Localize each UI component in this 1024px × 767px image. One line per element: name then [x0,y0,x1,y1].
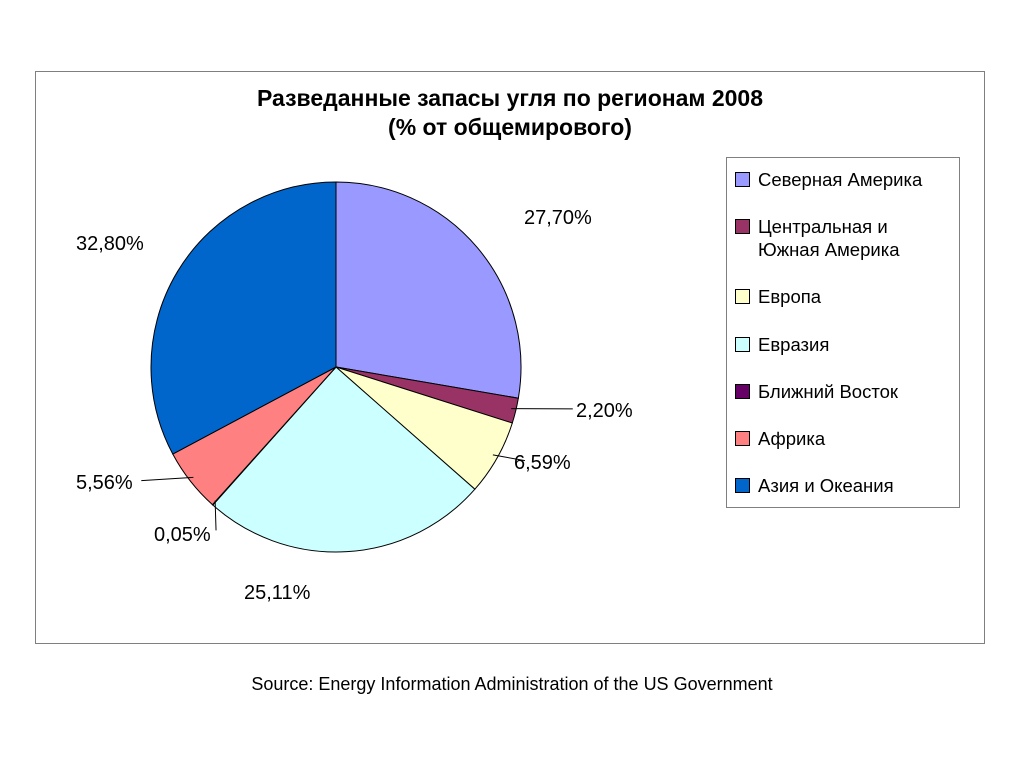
label-europe: 6,59% [514,452,571,475]
legend-label: Северная Америка [758,168,951,191]
legend-item-africa: Африка [735,427,951,450]
pie-chart [141,172,531,562]
legend-label: Ближний Восток [758,380,951,403]
legend-swatch [735,172,750,187]
legend-swatch [735,478,750,493]
legend-swatch [735,289,750,304]
legend: Северная Америка Центральная и Южная Аме… [726,157,960,508]
legend-label: Европа [758,285,951,308]
label-africa: 5,56% [76,472,133,495]
label-eurasia: 25,11% [244,582,310,605]
chart-frame: Разведанные запасы угля по регионам 2008… [35,71,985,644]
legend-item-asia-oceania: Азия и Океания [735,474,951,497]
legend-label: Африка [758,427,951,450]
legend-item-eurasia: Евразия [735,333,951,356]
legend-item-csa: Центральная и Южная Америка [735,215,951,261]
label-middle-east: 0,05% [154,524,211,547]
legend-item-north-america: Северная Америка [735,168,951,191]
label-central-south-america: 2,20% [576,400,633,423]
legend-item-middle-east: Ближний Восток [735,380,951,403]
chart-title-line2: (% от общемирового) [388,114,632,140]
legend-label: Азия и Океания [758,474,951,497]
legend-swatch [735,219,750,234]
legend-swatch [735,384,750,399]
legend-label: Центральная и Южная Америка [758,215,951,261]
legend-swatch [735,337,750,352]
pie-svg [141,172,531,562]
label-asia-oceania: 32,80% [76,233,144,256]
legend-swatch [735,431,750,446]
page: Разведанные запасы угля по регионам 2008… [0,0,1024,767]
legend-item-europe: Европа [735,285,951,308]
legend-label: Евразия [758,333,951,356]
label-north-america: 27,70% [524,207,592,230]
chart-title: Разведанные запасы угля по регионам 2008… [36,84,984,143]
chart-title-line1: Разведанные запасы угля по регионам 2008 [257,85,763,111]
source-text: Source: Energy Information Administratio… [0,674,1024,695]
pie-slice [336,182,521,398]
